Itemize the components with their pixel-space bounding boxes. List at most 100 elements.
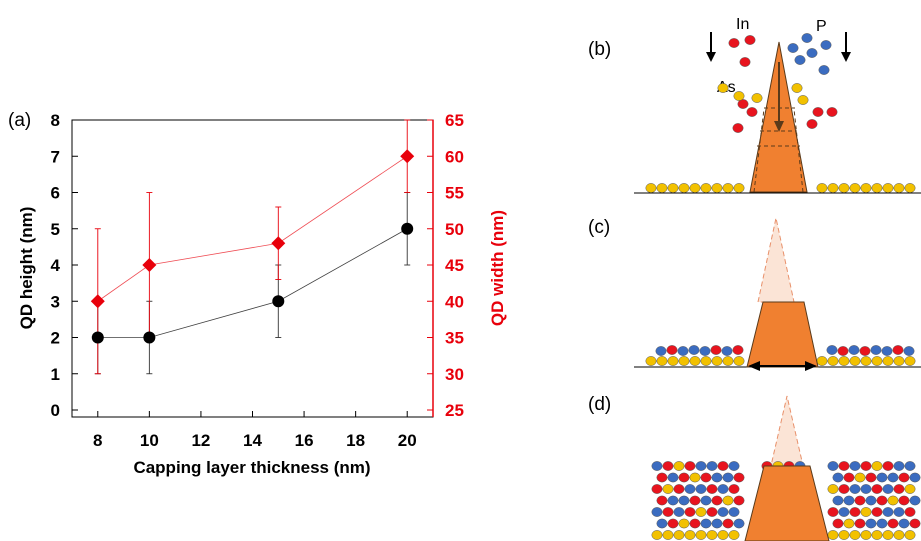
- in-atom: [728, 38, 740, 48]
- p-atom: [711, 472, 723, 483]
- in-atom: [733, 472, 745, 483]
- in-atom: [689, 518, 701, 529]
- in-atom: [854, 495, 866, 506]
- right-y-tick-label: 50: [445, 220, 464, 239]
- p-atom: [865, 518, 877, 529]
- as-atom: [711, 183, 723, 193]
- p-atom: [688, 345, 700, 355]
- as-atom: [695, 507, 707, 517]
- as-atom: [838, 183, 850, 193]
- as-atom: [860, 507, 872, 517]
- in-atom: [684, 507, 696, 517]
- in-atom: [678, 472, 690, 483]
- in-atom: [827, 507, 839, 517]
- as-atom: [678, 183, 690, 193]
- p-atom: [673, 507, 685, 517]
- left-y-tick-label: 2: [51, 329, 60, 348]
- as-atom: [722, 495, 734, 506]
- p-atom: [849, 484, 861, 494]
- p-atom: [700, 518, 712, 529]
- as-atom: [711, 356, 723, 366]
- right-y-tick-label: 65: [445, 111, 464, 130]
- right-axis-ticks: 25 30 35 40 45 50 55 60 65: [427, 111, 464, 420]
- qd-original-outline-c: [757, 217, 795, 303]
- as-atom: [860, 356, 872, 366]
- p-atom: [882, 507, 894, 517]
- in-atom: [892, 345, 904, 355]
- incoming-atoms: [717, 33, 838, 133]
- right-y-tick-label: 35: [445, 329, 464, 348]
- in-atom: [656, 472, 668, 483]
- in-atom: [887, 518, 899, 529]
- as-atom: [871, 461, 883, 471]
- as-atom: [722, 356, 734, 366]
- right-y-tick-label: 60: [445, 147, 464, 166]
- p-atom: [706, 461, 718, 471]
- as-atom: [717, 530, 729, 540]
- as-atom: [700, 183, 712, 193]
- as-atom: [843, 518, 855, 529]
- in-atom: [722, 518, 734, 529]
- expansion-arrowhead-right: [805, 361, 817, 371]
- left-y-tick-label: 6: [51, 184, 60, 203]
- in-atom: [859, 346, 871, 356]
- in-atom: [689, 495, 701, 506]
- p-atom: [733, 518, 745, 529]
- right-y-tick-label: 40: [445, 292, 464, 311]
- p-atom: [806, 48, 818, 58]
- p-atom: [700, 495, 712, 506]
- p-atom: [721, 346, 733, 356]
- in-atom: [651, 484, 663, 494]
- in-atom: [871, 484, 883, 494]
- as-atom: [816, 356, 828, 366]
- p-atom: [787, 43, 799, 53]
- data-point-circle: [91, 331, 104, 344]
- data-point-circle: [272, 295, 285, 308]
- left-y-tick-label: 5: [51, 220, 60, 239]
- x-tick-label: 16: [295, 431, 314, 450]
- as-atom: [882, 530, 894, 540]
- p-atom: [898, 518, 910, 529]
- as-atom: [728, 530, 740, 540]
- panel-label-d: (d): [588, 394, 611, 415]
- p-atom: [801, 33, 813, 43]
- as-atom: [904, 484, 916, 494]
- left-y-tick-label: 4: [51, 256, 61, 275]
- as-atom: [733, 183, 745, 193]
- p-atom: [860, 484, 872, 494]
- as-atom: [882, 183, 894, 193]
- p-atom: [909, 495, 921, 506]
- as-atom: [695, 530, 707, 540]
- p-atom: [728, 507, 740, 517]
- x-tick-label: 20: [398, 431, 417, 450]
- data-point-diamond: [400, 149, 415, 164]
- as-atom: [860, 530, 872, 540]
- as-atom: [673, 530, 685, 540]
- in-atom: [733, 495, 745, 506]
- panel-label-c: (c): [588, 217, 610, 238]
- as-atom: [904, 183, 916, 193]
- p-atom: [695, 484, 707, 494]
- as-atom: [733, 356, 745, 366]
- capping-layer-c: [645, 345, 916, 366]
- series-lines: [97, 155, 408, 338]
- as-atom: [838, 356, 850, 366]
- p-atom: [903, 346, 915, 356]
- in-atom: [882, 461, 894, 471]
- series-line: [97, 155, 408, 302]
- in-atom: [700, 472, 712, 483]
- in-atom: [666, 345, 678, 355]
- in-atom: [832, 518, 844, 529]
- as-atom: [871, 356, 883, 366]
- in-atom: [826, 107, 838, 117]
- as-atom: [684, 530, 696, 540]
- in-atom: [711, 495, 723, 506]
- left-y-tick-label: 0: [51, 401, 60, 420]
- p-atom: [832, 495, 844, 506]
- in-atom: [876, 495, 888, 506]
- in-atom: [732, 345, 744, 355]
- p-atom: [881, 346, 893, 356]
- right-y-tick-label: 45: [445, 256, 464, 275]
- p-atom: [870, 345, 882, 355]
